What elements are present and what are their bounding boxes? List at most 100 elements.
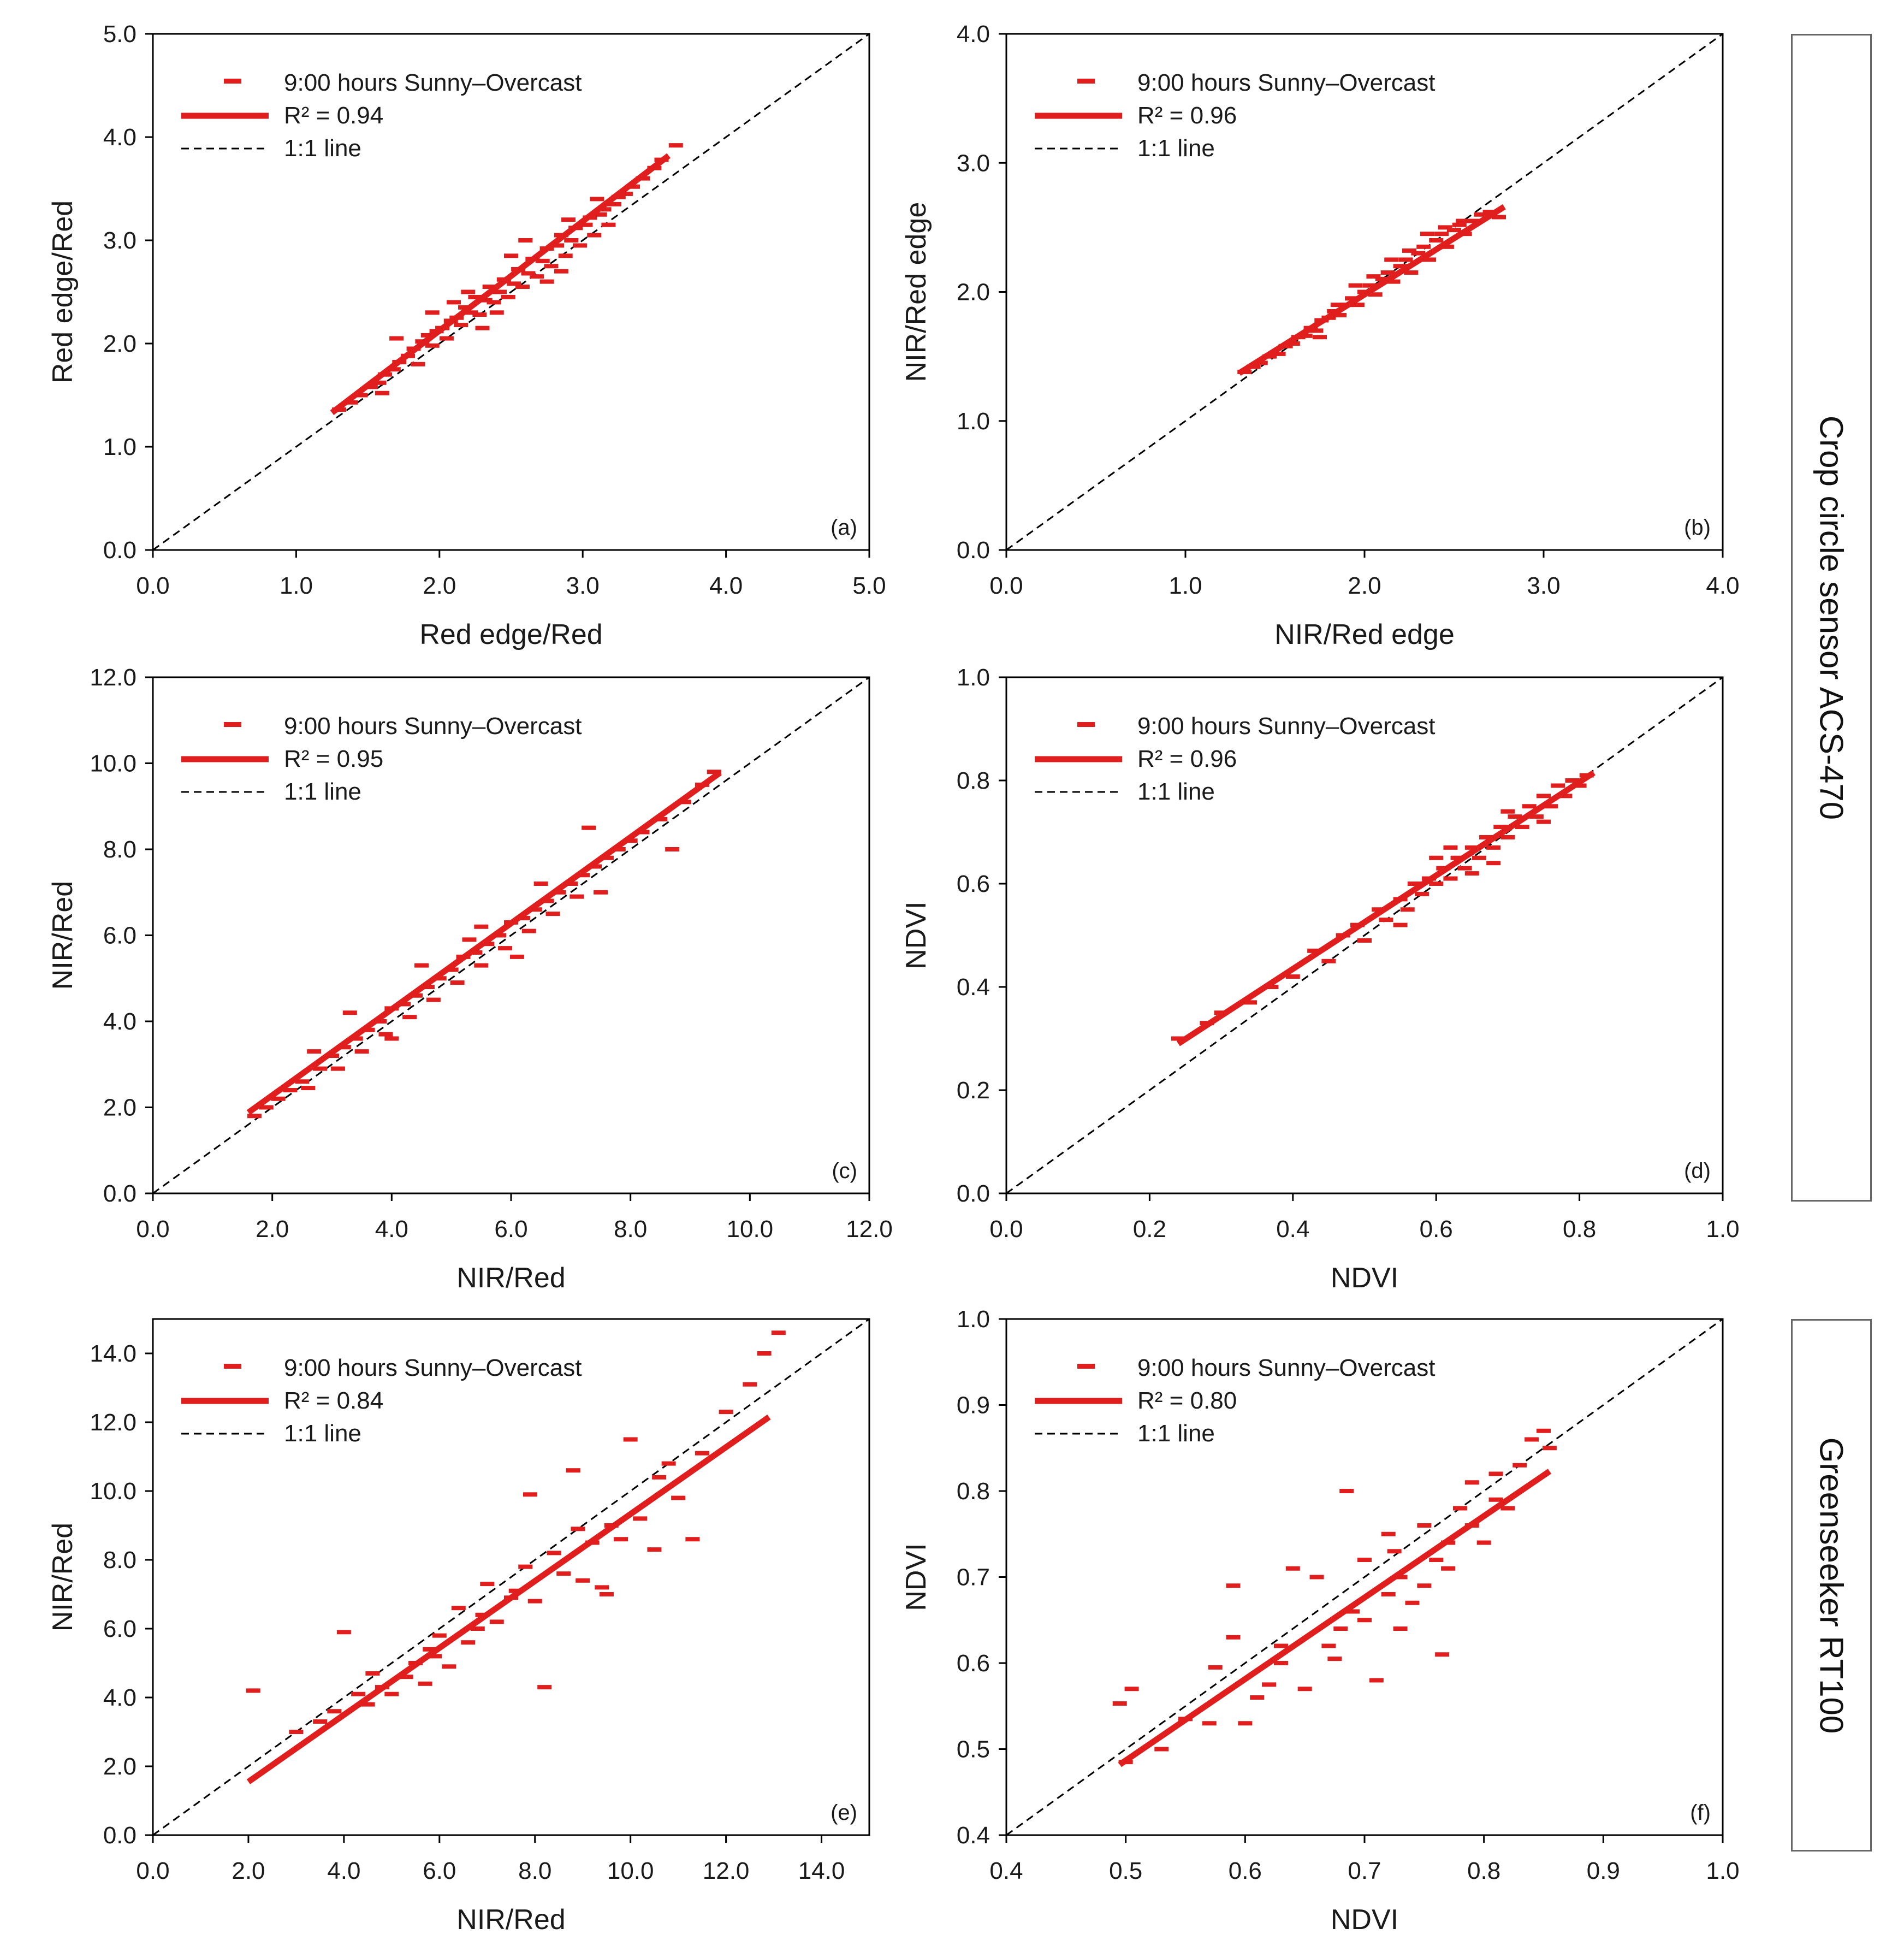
y-tick-label: 6.0	[103, 1616, 137, 1642]
legend-label-r2: R² = 0.94	[284, 102, 383, 129]
y-tick-label: 1.0	[957, 664, 990, 691]
data-point	[590, 197, 604, 202]
y-tick-label: 3.0	[103, 227, 137, 254]
data-point	[1411, 251, 1426, 256]
data-point	[1452, 1506, 1467, 1511]
y-tick-label: 4.0	[957, 21, 990, 48]
data-point	[1551, 783, 1565, 788]
data-point	[1479, 835, 1494, 839]
data-point	[1400, 907, 1415, 912]
legend-marker-points	[1077, 1364, 1095, 1369]
y-tick-label: 6.0	[103, 922, 137, 949]
data-point	[607, 202, 621, 206]
data-point	[1438, 225, 1452, 230]
legend-label-r2: R² = 0.95	[284, 746, 383, 772]
x-tick-label: 3.0	[566, 572, 600, 599]
x-tick-label: 0.0	[989, 1216, 1023, 1243]
data-point	[493, 289, 507, 294]
data-point	[1264, 985, 1279, 989]
data-point	[1369, 1678, 1384, 1683]
data-point	[472, 312, 487, 317]
data-point	[474, 963, 489, 968]
x-tick-label: 4.0	[375, 1216, 408, 1243]
data-point	[743, 1382, 757, 1387]
data-point	[599, 1592, 614, 1596]
data-point	[530, 274, 544, 279]
x-tick-label: 6.0	[494, 1216, 527, 1243]
data-point	[360, 1702, 375, 1707]
x-tick-label: 0.6	[1420, 1216, 1453, 1243]
data-point	[566, 1468, 580, 1473]
data-point	[461, 289, 476, 294]
data-point	[1333, 1626, 1348, 1631]
data-point	[1486, 845, 1501, 850]
data-point	[545, 912, 560, 916]
plot-frame	[152, 33, 870, 551]
legend-label-refline: 1:1 line	[1137, 778, 1215, 805]
data-point	[451, 1606, 466, 1611]
data-point	[1384, 257, 1399, 262]
data-point	[454, 322, 468, 327]
data-point	[1434, 232, 1449, 236]
y-tick-label: 2.0	[103, 1095, 137, 1121]
data-point	[539, 279, 554, 284]
data-point	[1381, 1592, 1396, 1596]
data-point	[661, 1461, 676, 1466]
data-point	[668, 143, 683, 148]
data-point	[518, 238, 533, 242]
data-point	[1416, 244, 1431, 249]
data-point	[271, 1096, 286, 1101]
data-point	[365, 1671, 380, 1676]
data-point	[1402, 248, 1416, 253]
data-point	[501, 294, 515, 299]
data-point	[289, 1730, 304, 1734]
data-point	[1398, 257, 1413, 262]
data-point	[1393, 264, 1408, 269]
legend-label-series: 9:00 hours Sunny–Overcast	[284, 1354, 582, 1381]
data-point	[1435, 1652, 1450, 1657]
data-point	[1422, 257, 1437, 262]
one-to-one-line	[152, 1318, 870, 1836]
data-point	[521, 271, 536, 276]
legend: 9:00 hours Sunny–Overcast R² = 0.95 1:1 li…	[181, 713, 582, 805]
one-to-one-line	[1006, 1318, 1723, 1836]
y-tick-label: 0.4	[957, 1822, 990, 1849]
regression-line	[1176, 770, 1595, 1046]
x-tick-label: 4.0	[327, 1858, 360, 1884]
data-point	[1450, 855, 1465, 860]
data-point	[633, 1516, 648, 1521]
data-point	[1327, 1657, 1342, 1661]
y-axis-title: NIR/Red edge	[900, 202, 932, 382]
data-point	[1313, 335, 1327, 340]
data-point	[1537, 819, 1551, 824]
data-point	[652, 1475, 667, 1480]
x-tick-label: 8.0	[518, 1858, 551, 1884]
chart-panel-d: 0.0 0.2 0.4 0.6 0.8 1.0 0.0 0.2 0.4 0.6 0.8 1.0 NDVI…	[900, 664, 1740, 1294]
data-point	[647, 1547, 662, 1552]
y-tick-label: 0.6	[957, 1650, 990, 1677]
x-tick-label: 1.0	[1706, 1858, 1739, 1884]
data-point	[1464, 871, 1479, 876]
data-point	[1386, 279, 1401, 284]
legend-marker-points	[224, 1364, 241, 1369]
data-point	[587, 233, 602, 238]
data-point	[1441, 1566, 1456, 1571]
data-point	[1393, 1626, 1408, 1631]
data-point	[1368, 292, 1383, 297]
data-point	[515, 285, 530, 289]
data-point	[354, 1049, 369, 1054]
x-tick-label: 0.8	[1563, 1216, 1596, 1243]
y-tick-label: 12.0	[90, 664, 137, 691]
data-point	[601, 222, 616, 227]
data-point	[671, 1495, 686, 1500]
chart-panel-c: 0.0 2.0 4.0 6.0 8.0 10.0 12.0 0.0 2.0 4.0 6.0 8.0 10…	[47, 664, 893, 1294]
data-point	[771, 1330, 786, 1335]
data-point	[1387, 1549, 1402, 1554]
data-point	[561, 217, 576, 222]
x-axis-title: NIR/Red edge	[1274, 619, 1455, 650]
data-point	[1417, 1523, 1432, 1528]
data-point	[343, 400, 358, 405]
data-point	[482, 285, 497, 289]
x-tick-label: 14.0	[798, 1858, 845, 1884]
y-tick-label: 10.0	[90, 750, 137, 777]
